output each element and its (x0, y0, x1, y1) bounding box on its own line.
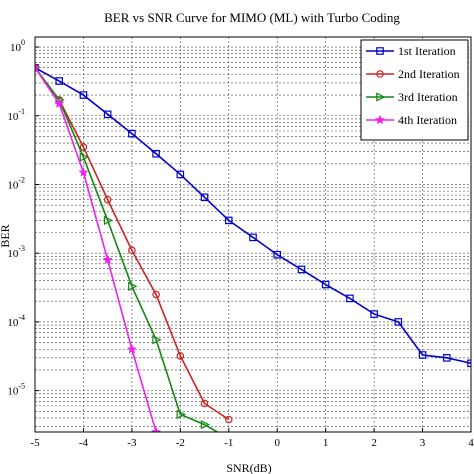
data-point-4 (151, 426, 162, 432)
series-layer (35, 62, 471, 432)
legend-label: 3rd Iteration (398, 90, 458, 104)
data-point-3 (176, 409, 186, 420)
x-tick-label: -3 (127, 437, 137, 449)
legend-item: 3rd Iteration (366, 90, 458, 104)
data-point-1 (442, 354, 451, 362)
data-point-1 (176, 170, 185, 179)
y-tick-label: 10-1 (7, 107, 25, 123)
y-tick-label: 10-4 (7, 313, 25, 329)
x-axis-label: SNR(dB) (226, 461, 271, 474)
y-tick-exponent: -2 (18, 175, 25, 184)
x-tick-label: -2 (176, 437, 185, 449)
y-tick-exponent: -3 (18, 244, 25, 253)
series-4 (35, 62, 162, 432)
legend-marker (376, 47, 384, 55)
legend: 1st Iteration 2nd Iteration 3rd Iteration 4… (360, 39, 469, 141)
data-point-1 (200, 193, 209, 202)
y-tick-exponent: 0 (21, 38, 25, 47)
data-point-3 (128, 281, 138, 291)
data-point-2 (79, 143, 88, 151)
data-point-1 (103, 110, 112, 119)
data-point-1 (79, 91, 88, 99)
data-point-1 (418, 351, 427, 359)
y-tick-label: 100 (10, 38, 25, 54)
series-line-4 (35, 67, 157, 432)
y-tick-base: 10 (10, 42, 22, 54)
y-axis-label: BER (0, 224, 12, 247)
data-point-4 (54, 98, 65, 108)
data-point-4 (78, 167, 89, 177)
legend-marker (375, 114, 385, 125)
legend-item: 4th Iteration (366, 113, 457, 127)
y-tick-base: 10 (7, 179, 19, 191)
series-3 (35, 64, 219, 432)
data-point-1 (152, 149, 160, 158)
y-tick-exponent: -5 (18, 382, 25, 391)
data-point-1 (297, 265, 306, 274)
data-point-2 (176, 352, 185, 360)
plot-frame (34, 36, 472, 433)
data-point-3 (152, 335, 162, 345)
y-tick-exponent: -4 (18, 313, 25, 322)
data-point-1 (273, 250, 282, 259)
grid-lines (34, 37, 472, 432)
x-tick-label: 2 (371, 437, 377, 449)
data-point-1 (321, 280, 330, 289)
x-tick-label: 4 (468, 437, 474, 449)
data-point-1 (55, 77, 64, 85)
data-point-3 (103, 215, 114, 226)
data-point-2 (224, 415, 233, 424)
series-line-2 (35, 67, 230, 421)
x-tick-label: -1 (224, 437, 233, 449)
y-tick-base: 10 (7, 386, 19, 398)
legend-label: 4th Iteration (398, 113, 457, 127)
data-point-3 (79, 152, 89, 162)
data-point-1 (370, 310, 378, 318)
data-point-2 (103, 195, 112, 204)
legend-item: 2nd Iteration (366, 67, 460, 81)
data-point-1 (224, 216, 233, 225)
chart-title: BER vs SNR Curve for MIMO (ML) with Turb… (104, 10, 400, 25)
data-point-1 (346, 294, 354, 303)
y-tick-base: 10 (7, 317, 19, 329)
data-point-4 (126, 344, 137, 354)
x-tick-label: -4 (79, 437, 89, 449)
legend-marker (376, 92, 386, 102)
y-tick-exponent: -1 (18, 107, 25, 116)
data-point-1 (394, 318, 403, 326)
x-tick-label: 0 (274, 437, 280, 449)
y-tick-label: 10-5 (7, 382, 25, 398)
data-point-1 (128, 129, 136, 138)
data-point-4 (35, 62, 40, 72)
series-line-3 (35, 67, 219, 432)
series-line-1 (35, 67, 471, 365)
y-tick-base: 10 (7, 248, 19, 260)
x-tick-label: -5 (30, 437, 40, 449)
data-point-3 (200, 419, 211, 430)
y-tick-label: 10-3 (7, 244, 25, 260)
data-point-1 (249, 233, 257, 242)
legend-box (360, 39, 469, 141)
data-point-2 (200, 399, 209, 408)
legend-item: 1st Iteration (366, 44, 456, 58)
data-point-2 (128, 246, 136, 255)
y-tick-base: 10 (7, 111, 19, 123)
data-point-4 (102, 254, 113, 265)
legend-marker (376, 70, 384, 78)
y-tick-label: 10-2 (7, 175, 25, 191)
data-point-2 (152, 290, 160, 299)
legend-label: 2nd Iteration (398, 67, 460, 81)
x-tick-label: 3 (420, 437, 426, 449)
x-tick-label: 1 (323, 437, 329, 449)
legend-label: 1st Iteration (398, 44, 456, 58)
